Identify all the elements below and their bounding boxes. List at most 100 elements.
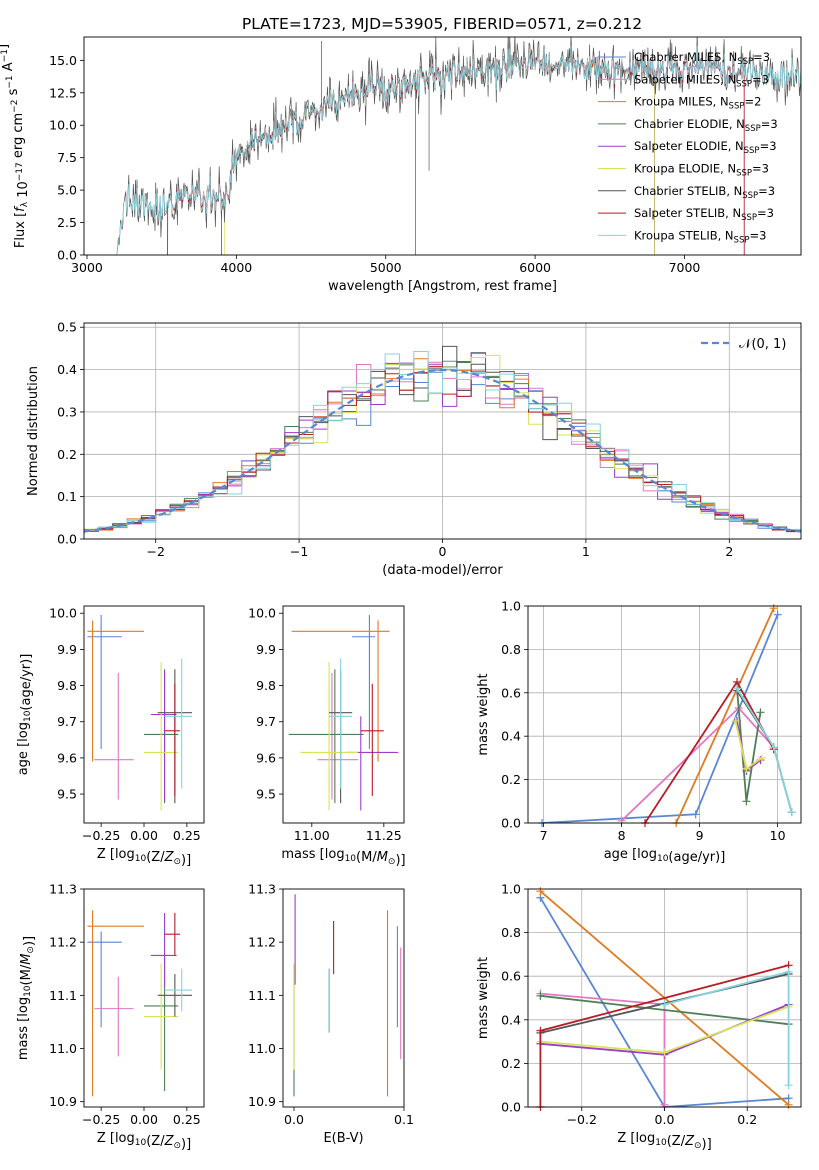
y-tick-label: 9.6 [57,750,77,765]
y-tick-label: 0.0 [501,816,521,831]
y-tick-label: 0.5 [57,320,77,335]
weight-marker-kroupa-stelib [787,808,796,817]
weight-marker-chabrier-elodie [536,991,545,1000]
y-axis-label: Flux [fλ 10−17 erg cm−2 s−1 A−1] [0,44,31,248]
y-tick-label: 10.0 [49,118,77,133]
weight-vs-age-panel: 7 8 9 10 0.0 0.2 0.4 0.6 0.8 1.0 age [log10(age/yr… [476,599,802,865]
y-tick-label: 1.0 [501,599,521,614]
mass-vs-Z-panel: −0.25 0.00 0.25 10.9 11.0 11.1 11.2 11.3 Z [log1… [16,882,205,1152]
weight-marker-chabrier-miles [773,610,782,619]
x-axis-label: Z [log10(Z/Z⊙)] [97,847,191,868]
y-tick-label: 0.8 [501,642,521,657]
weight-marker-kroupa-miles [769,604,778,613]
y-tick-label: 15.0 [49,53,77,68]
y-axis-label: mass weight [476,957,491,1039]
x-tick-label: 7 [540,828,548,843]
x-tick-label: −1 [290,544,308,559]
spectrum-series-chabrier-elodie-n-ssp-3 [221,46,655,255]
x-tick-label: 0 [439,544,447,559]
x-axis-label: Z [log10(Z/Z⊙)] [97,1131,191,1152]
y-tick-label: 0.2 [501,772,521,787]
y-tick-label: 0.4 [57,362,77,377]
age-vs-Z-panel: −0.25 0.00 0.25 9.5 9.6 9.7 9.8 9.9 10.0 Z [log10… [16,605,205,868]
y-tick-label: 7.5 [57,150,77,165]
y-tick-label: 9.6 [256,750,276,765]
x-tick-label: −0.25 [82,828,120,843]
y-tick-label: 0.1 [57,489,77,504]
y-tick-label: 0.0 [57,532,77,547]
legend-label: 𝒩(0, 1) [739,337,786,352]
weight-marker-kroupa-elodie [660,1048,669,1057]
weight-marker-kroupa-elodie [731,717,740,726]
y-tick-label: 12.5 [49,85,77,100]
y-axis-label: Normed distribution [26,366,41,496]
histogram-kroupa-stelib [84,351,801,535]
y-tick-label: 9.5 [256,787,276,802]
residuals-panel: −2 −1 0 1 2 0.0 0.1 0.2 0.3 0.4 0.5 (data-model)/er… [26,320,802,578]
weight-marker-salpeter-stelib [536,1026,545,1035]
weight-marker-kroupa-miles [536,887,545,896]
y-tick-label: 0.4 [501,1012,521,1027]
y-tick-label: 0.4 [501,729,521,744]
x-tick-label: 4000 [220,260,252,275]
y-tick-label: 2.5 [57,215,77,230]
y-tick-label: 0.6 [501,685,521,700]
y-tick-label: 0.3 [57,404,77,419]
y-tick-label: 10.0 [248,606,276,621]
x-tick-label: 0.25 [173,828,201,843]
legend-label: Chabrier MILES, NSSP=3 [634,50,770,67]
y-axis-label: mass weight [476,673,491,755]
weight-marker-kroupa-elodie [758,753,766,762]
axes-frame [83,605,205,824]
x-axis-label: mass [log10(M/M⊙)] [281,847,405,868]
x-tick-label: 0.00 [130,1112,158,1127]
x-tick-label: −0.2 [567,1112,597,1127]
weight-marker-kroupa-stelib [769,743,778,752]
x-axis-label: wavelength [Angstrom, rest frame] [328,279,557,294]
legend-label: Chabrier ELODIE, NSSP=3 [634,117,778,134]
legend-label: Salpeter ELODIE, NSSP=3 [634,139,777,156]
x-axis-label: age [log10(age/yr)] [604,847,726,865]
y-tick-label: 9.5 [57,787,77,802]
weight-marker-chabrier-elodie [756,708,765,717]
y-tick-label: 11.0 [49,1041,77,1056]
x-tick-label: 8 [618,828,626,843]
weight-line-kroupa-stelib [664,970,790,1086]
legend-label: Kroupa ELODIE, NSSP=3 [634,162,769,179]
x-tick-label: 5000 [370,260,402,275]
x-axis-label: (data-model)/error [382,563,503,578]
y-tick-label: 9.8 [57,678,77,693]
age-vs-mass-panel: 11.00 11.25 9.5 9.6 9.7 9.8 9.9 10.0 mass [log10… [248,605,406,868]
x-tick-label: 0.0 [655,1112,675,1127]
legend-label: Salpeter MILES, NSSP=3 [634,72,769,89]
weight-marker-kroupa-stelib [784,967,793,976]
legend-label: Kroupa MILES, NSSP=2 [634,95,761,112]
weight-line-chabrier-miles [539,897,789,1107]
x-tick-label: 7000 [669,260,701,275]
weight-line-chabrier-miles [541,614,779,823]
y-tick-label: 0.8 [501,925,521,940]
normal-reference-curve [84,368,801,533]
x-tick-label: 3000 [71,260,103,275]
y-tick-label: 5.0 [57,183,77,198]
y-tick-label: 11.3 [248,882,276,897]
y-axis-label: age [log10(age/yr)] [16,654,34,776]
x-tick-label: 0.00 [130,828,158,843]
weight-marker-chabrier-miles [691,810,700,819]
weight-marker-chabrier-elodie [742,797,751,806]
x-tick-label: 10 [770,828,786,843]
weight-vs-Z-panel: −0.2 0.0 0.2 0.0 0.2 0.4 0.6 0.8 1.0 Z [log10(Z/Z… [476,882,802,1152]
y-tick-label: 11.0 [248,1041,276,1056]
axes-frame [83,888,205,1108]
weight-marker-kroupa-stelib [784,1081,793,1090]
y-tick-label: 10.9 [49,1094,77,1109]
y-tick-label: 9.7 [57,714,77,729]
y-tick-label: 0.2 [57,447,77,462]
y-tick-label: 0.0 [57,248,77,263]
weight-marker-kroupa-miles [784,1100,793,1109]
spectrum-series-kroupa-stelib-n-ssp-3 [116,45,801,255]
y-tick-label: 11.2 [248,935,276,950]
y-tick-label: 9.8 [256,678,276,693]
legend-label: Chabrier STELIB, NSSP=3 [634,184,775,201]
